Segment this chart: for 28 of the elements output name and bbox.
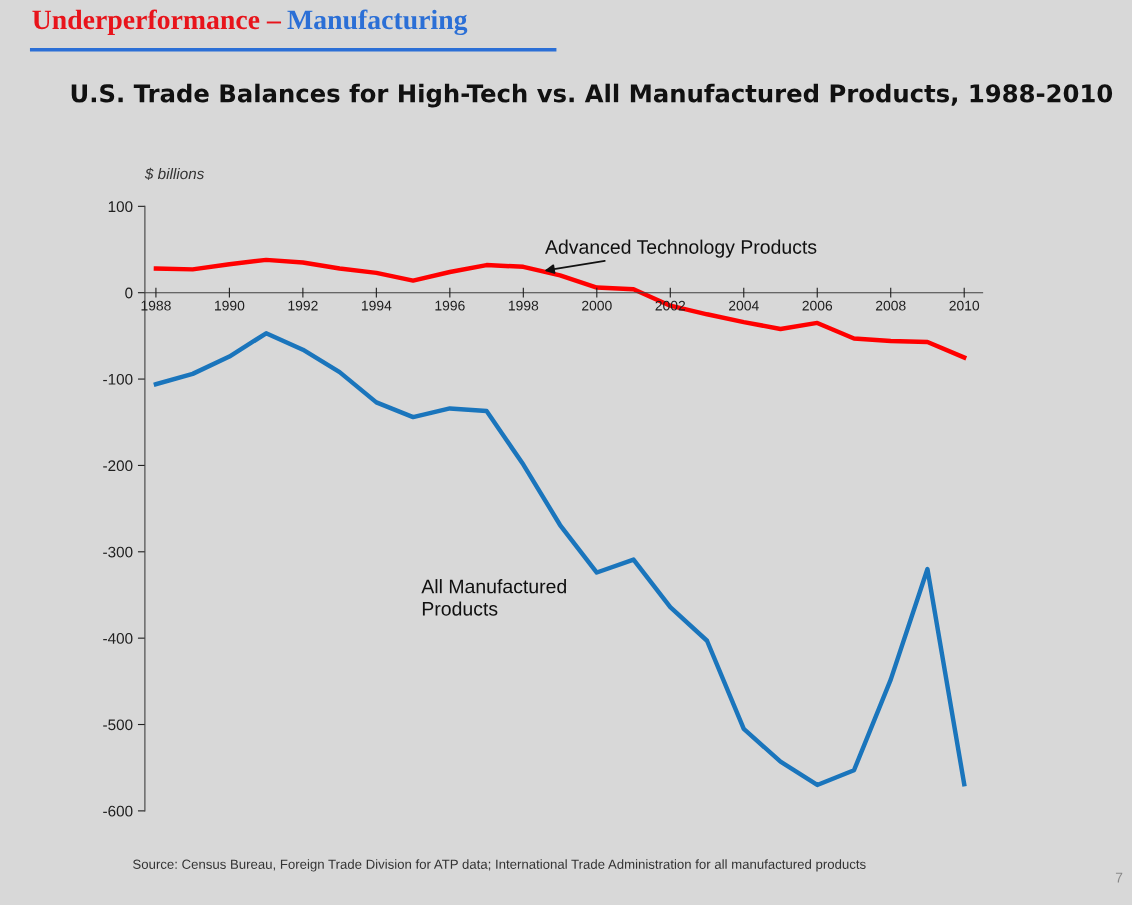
text: Underperformance – [32, 9, 282, 35]
y-tick-label: -100 [103, 373, 133, 385]
source-note: Source: Census Bureau, Foreign Trade Division for ATP data; International Trade Administration for all manufactured products [133, 859, 866, 872]
x-tick-label: 2004 [729, 300, 759, 311]
x-tick-label: 2000 [582, 300, 612, 311]
line-series [153, 331, 967, 788]
chart-title: U.S. Trade Balances for High-Tech vs. All Manufactured Products, 1988-2010 [71, 83, 1113, 108]
text: 7 [1115, 872, 1123, 883]
x-tick-label: 2010 [949, 300, 980, 311]
y-tick-label: -600 [103, 805, 133, 817]
y-tick-label: 100 [108, 201, 133, 213]
series-label: All Manufactured Products [421, 579, 566, 616]
y-axis-title: $ billions [144, 167, 205, 181]
x-tick-label: 1994 [361, 300, 392, 311]
y-tick-label: -200 [103, 460, 133, 472]
x-tick-label: 1998 [508, 300, 539, 311]
y-tick-label: -500 [103, 719, 133, 731]
y-tick-label: 0 [125, 287, 133, 299]
text: Manufacturing [287, 9, 468, 36]
x-tick-label: 2006 [802, 300, 833, 311]
x-tick-label: 1992 [288, 300, 318, 311]
x-tick-label: 2008 [875, 300, 906, 311]
y-tick-label: -400 [103, 633, 133, 644]
x-tick-label: 1988 [141, 300, 171, 311]
y-tick-label: -300 [103, 546, 133, 558]
x-tick-label: 1996 [435, 300, 465, 311]
series-label: Advanced Technology Products [545, 239, 817, 258]
x-tick-label: 1990 [215, 300, 245, 311]
